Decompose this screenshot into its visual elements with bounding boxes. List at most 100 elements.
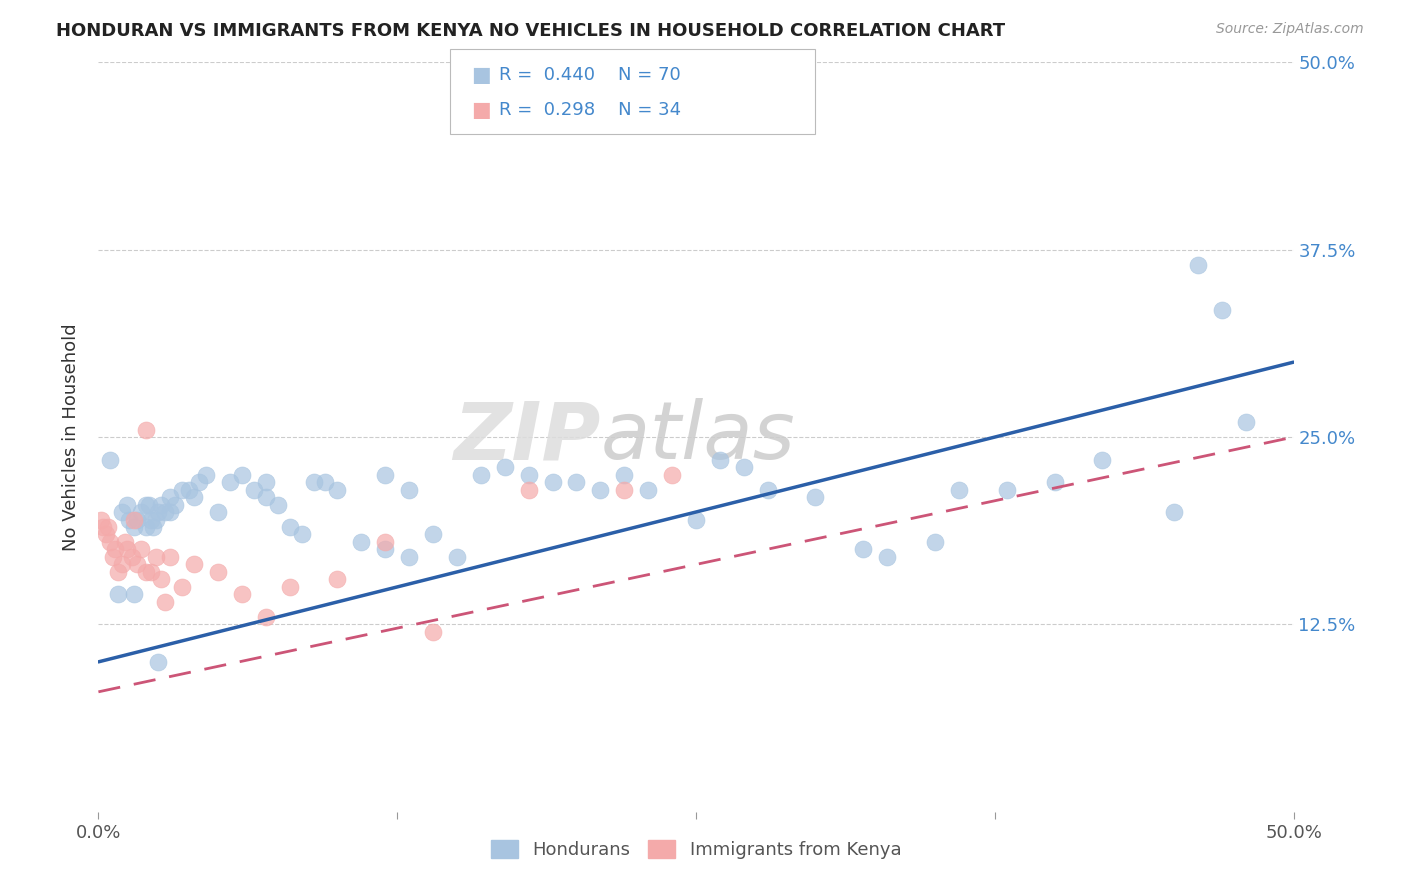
Point	[172, 483, 194, 497]
Point	[115, 498, 138, 512]
Text: ZIP: ZIP	[453, 398, 600, 476]
Point	[517, 467, 540, 482]
Point	[517, 483, 540, 497]
Point	[142, 520, 165, 534]
Point	[995, 483, 1018, 497]
Point	[111, 558, 134, 572]
Text: R =  0.298    N = 34: R = 0.298 N = 34	[499, 102, 682, 120]
Point	[148, 505, 170, 519]
Text: Source: ZipAtlas.com: Source: ZipAtlas.com	[1216, 22, 1364, 37]
Point	[98, 452, 122, 467]
Point	[145, 549, 167, 564]
Point	[187, 475, 209, 489]
Text: R =  0.440    N = 70: R = 0.440 N = 70	[499, 66, 681, 84]
Point	[876, 549, 898, 564]
Point	[278, 520, 301, 534]
Point	[98, 535, 122, 549]
Point	[924, 535, 946, 549]
Point	[541, 475, 564, 489]
Point	[1211, 302, 1233, 317]
Point	[231, 467, 253, 482]
Point	[139, 565, 162, 579]
Point	[302, 475, 325, 489]
Point	[131, 542, 153, 557]
Point	[446, 549, 468, 564]
Point	[183, 490, 205, 504]
Point	[1163, 505, 1185, 519]
Point	[124, 587, 146, 601]
Point	[135, 498, 157, 512]
Point	[125, 512, 148, 526]
Point	[494, 460, 516, 475]
Point	[107, 587, 129, 601]
Point	[254, 490, 277, 504]
Point	[135, 565, 157, 579]
Legend: Hondurans, Immigrants from Kenya: Hondurans, Immigrants from Kenya	[484, 832, 908, 866]
Point	[1091, 452, 1114, 467]
Point	[374, 535, 396, 549]
Point	[114, 535, 136, 549]
Point	[183, 558, 205, 572]
Point	[94, 527, 117, 541]
Point	[131, 505, 153, 519]
Point	[159, 549, 181, 564]
Point	[733, 460, 755, 475]
Point	[1234, 415, 1257, 429]
Point	[219, 475, 242, 489]
Text: HONDURAN VS IMMIGRANTS FROM KENYA NO VEHICLES IN HOUSEHOLD CORRELATION CHART: HONDURAN VS IMMIGRANTS FROM KENYA NO VEH…	[56, 22, 1005, 40]
Point	[565, 475, 588, 489]
Point	[589, 483, 612, 497]
Point	[254, 475, 277, 489]
Point	[115, 542, 138, 557]
Point	[709, 452, 731, 467]
Point	[291, 527, 314, 541]
Point	[148, 655, 170, 669]
Text: ■: ■	[471, 101, 491, 120]
Point	[139, 512, 162, 526]
Y-axis label: No Vehicles in Household: No Vehicles in Household	[62, 323, 80, 551]
Point	[101, 549, 124, 564]
Point	[1187, 258, 1209, 272]
Point	[243, 483, 266, 497]
Text: ■: ■	[471, 65, 491, 85]
Point	[107, 565, 129, 579]
Point	[661, 467, 683, 482]
Point	[398, 483, 420, 497]
Point	[422, 624, 444, 639]
Point	[948, 483, 970, 497]
Point	[90, 512, 112, 526]
Point	[685, 512, 707, 526]
Point	[804, 490, 827, 504]
Point	[104, 542, 127, 557]
Point	[613, 483, 636, 497]
Point	[125, 558, 148, 572]
Point	[179, 483, 201, 497]
Point	[97, 520, 120, 534]
Point	[155, 595, 177, 609]
Point	[172, 580, 194, 594]
Point	[470, 467, 492, 482]
Point	[315, 475, 337, 489]
Point	[195, 467, 218, 482]
Point	[278, 580, 301, 594]
Point	[326, 483, 349, 497]
Point	[1043, 475, 1066, 489]
Point	[155, 505, 177, 519]
Point	[374, 542, 396, 557]
Point	[121, 549, 143, 564]
Point	[374, 467, 396, 482]
Point	[207, 565, 229, 579]
Point	[111, 505, 134, 519]
Point	[637, 483, 659, 497]
Point	[135, 423, 157, 437]
Point	[145, 512, 167, 526]
Point	[267, 498, 290, 512]
Point	[159, 505, 181, 519]
Text: atlas: atlas	[600, 398, 796, 476]
Point	[350, 535, 373, 549]
Point	[118, 512, 141, 526]
Point	[149, 498, 172, 512]
Point	[138, 498, 160, 512]
Point	[398, 549, 420, 564]
Point	[756, 483, 779, 497]
